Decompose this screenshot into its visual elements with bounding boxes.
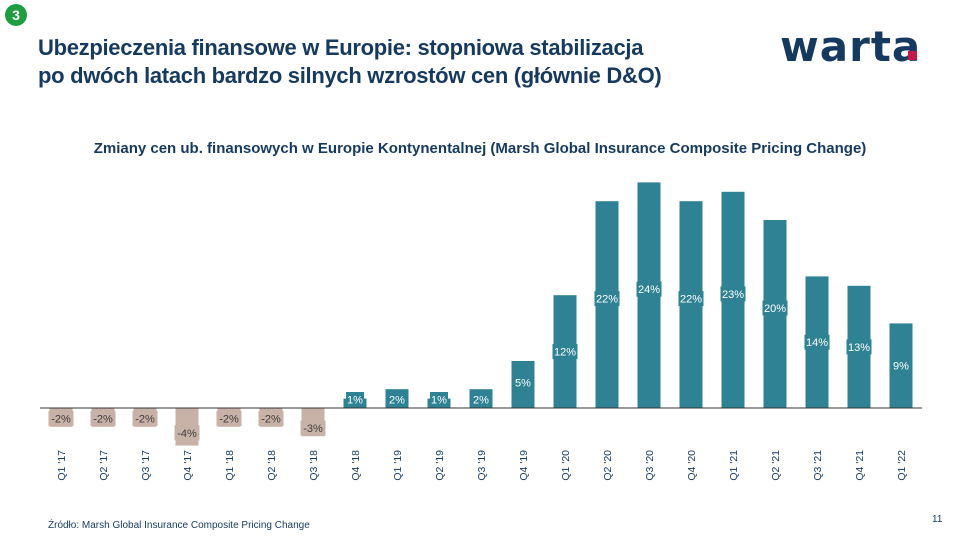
data-label: -2% — [219, 413, 239, 425]
data-label: -2% — [51, 413, 71, 425]
data-label: 23% — [722, 289, 744, 301]
data-label-box — [48, 410, 74, 426]
data-label-box — [514, 375, 532, 390]
page-title-line1: Ubezpieczenia finansowe w Europie: stopn… — [38, 35, 644, 60]
x-tick-label: Q4 '21 — [854, 450, 866, 481]
x-tick-label: Q4 '19 — [518, 450, 530, 481]
data-label-box — [678, 291, 704, 307]
data-label: -2% — [135, 413, 155, 425]
data-label-box — [300, 420, 326, 436]
data-label: 14% — [806, 337, 828, 349]
data-label: 22% — [596, 294, 618, 306]
data-label-box — [90, 410, 116, 426]
data-label: -4% — [177, 428, 197, 440]
section-number-badge: 3 — [5, 4, 27, 26]
data-label: 12% — [554, 347, 576, 359]
data-label: 2% — [473, 395, 489, 407]
data-label: -3% — [303, 423, 323, 435]
data-label: 5% — [515, 378, 531, 390]
data-label-box — [594, 291, 620, 307]
x-tick-label: Q1 '22 — [896, 450, 908, 481]
data-label-box — [846, 339, 872, 355]
page-title: Ubezpieczenia finansowe w Europie: stopn… — [38, 34, 758, 90]
x-tick-label: Q2 '21 — [770, 450, 782, 481]
x-tick-label: Q3 '17 — [140, 450, 152, 481]
x-tick-label: Q3 '19 — [476, 450, 488, 481]
data-label: 20% — [764, 303, 786, 315]
data-label-box — [804, 334, 830, 350]
x-tick-label: Q2 '19 — [434, 450, 446, 481]
warta-logo-dot — [908, 51, 917, 60]
data-label-box — [636, 281, 662, 297]
x-tick-label: Q1 '19 — [392, 450, 404, 481]
data-label: -2% — [261, 413, 281, 425]
data-label: 24% — [638, 284, 660, 296]
data-label: 2% — [389, 395, 405, 407]
x-tick-label: Q2 '17 — [98, 450, 110, 481]
data-label-box — [174, 425, 200, 441]
data-label: 9% — [893, 361, 909, 373]
data-label-box — [720, 286, 746, 302]
warta-logo: warta — [780, 22, 922, 71]
data-label-box — [552, 344, 578, 360]
source-note: Źródło: Marsh Global Insurance Composite… — [48, 520, 310, 531]
data-label-box — [762, 300, 788, 316]
x-tick-label: Q4 '20 — [686, 450, 698, 481]
x-tick-label: Q4 '17 — [182, 450, 194, 481]
data-label-box — [892, 358, 910, 374]
data-label: -2% — [93, 413, 113, 425]
data-label-box — [472, 392, 490, 407]
data-label-box — [430, 392, 448, 407]
x-tick-label: Q1 '20 — [560, 450, 572, 481]
data-label: 1% — [347, 395, 363, 407]
x-tick-label: Q4 '18 — [350, 450, 362, 481]
data-label-box — [388, 392, 406, 407]
data-label-box — [132, 410, 158, 426]
data-label-box — [258, 410, 284, 426]
x-tick-label: Q1 '21 — [728, 450, 740, 481]
x-tick-label: Q2 '18 — [266, 450, 278, 481]
data-label-box — [216, 410, 242, 426]
data-label: 13% — [848, 342, 870, 354]
data-label: 1% — [431, 395, 447, 407]
x-tick-label: Q3 '21 — [812, 450, 824, 481]
chart-title: Zmiany cen ub. finansowych w Europie Kon… — [93, 140, 867, 157]
page-number: 11 — [932, 514, 943, 525]
data-label: 22% — [680, 294, 702, 306]
x-tick-label: Q3 '20 — [644, 450, 656, 481]
data-label-box — [346, 392, 364, 407]
page-title-line2: po dwóch latach bardzo silnych wzrostów … — [38, 63, 662, 88]
x-tick-label: Q1 '17 — [56, 450, 68, 481]
x-tick-label: Q2 '20 — [602, 450, 614, 481]
x-tick-label: Q1 '18 — [224, 450, 236, 481]
x-tick-label: Q3 '18 — [308, 450, 320, 481]
